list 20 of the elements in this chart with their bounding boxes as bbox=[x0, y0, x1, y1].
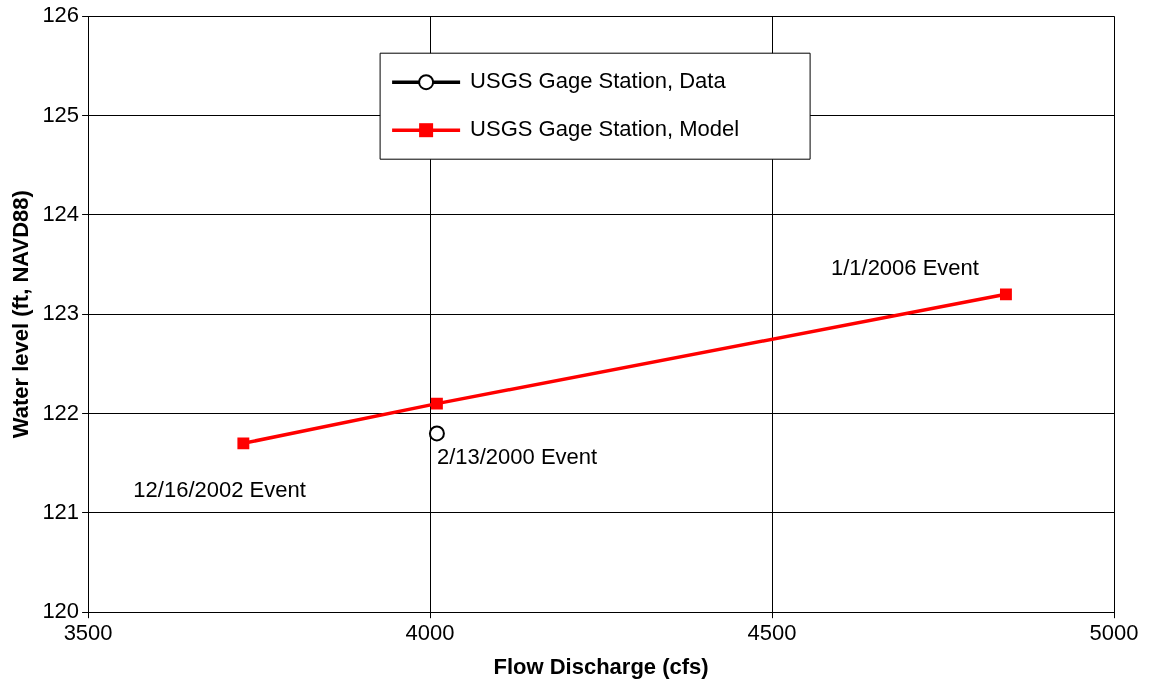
point bbox=[430, 397, 443, 410]
annotation: 12/16/2002 Event bbox=[133, 477, 306, 503]
y-tick-label: 121 bbox=[42, 498, 80, 524]
y-tick-label: 126 bbox=[42, 2, 80, 28]
annotation: 1/1/2006 Event bbox=[830, 255, 979, 281]
point bbox=[428, 425, 445, 442]
x-tick-label: 4000 bbox=[405, 620, 455, 646]
point bbox=[237, 437, 250, 450]
x-tick-label: 5000 bbox=[1089, 620, 1139, 646]
y-tick-label: 125 bbox=[42, 101, 80, 127]
point bbox=[999, 288, 1012, 301]
legend-label: USGS Gage Station, Data bbox=[470, 68, 727, 94]
x-tick-label: 4500 bbox=[747, 620, 797, 646]
y-tick-label: 122 bbox=[42, 399, 80, 425]
y-tick-label: 124 bbox=[42, 200, 80, 226]
y-tick-label: 123 bbox=[42, 300, 80, 326]
annotation: 2/13/2000 Event bbox=[436, 444, 598, 470]
x-axis-title: Flow Discharge (cfs) bbox=[493, 653, 709, 679]
legend-label: USGS Gage Station, Model bbox=[470, 116, 740, 142]
y-axis-title: Water level (ft, NAVD88) bbox=[8, 190, 34, 439]
